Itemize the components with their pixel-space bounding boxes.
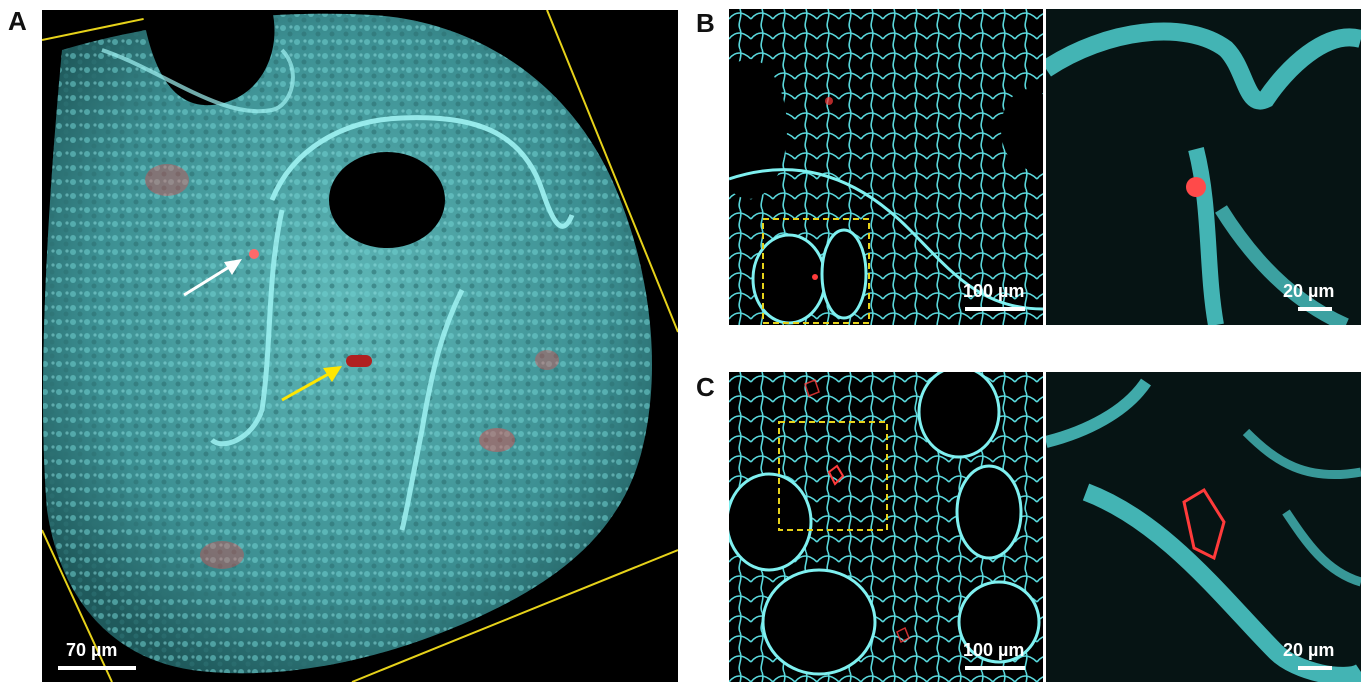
airspace [957, 580, 1041, 664]
tissue-texture [42, 13, 653, 674]
panel-b-zoom-svg [1046, 9, 1361, 325]
vessel-wall-ridge [269, 115, 575, 229]
panel-c-overview: 100 µm [729, 372, 1043, 682]
red-cell-outline [1182, 487, 1226, 561]
airspace [955, 464, 1023, 560]
scalebar-label-b-left: 100 µm [963, 281, 1025, 301]
scalebar-label-b-right: 20 µm [1283, 281, 1335, 301]
scalebar-label-c-left: 100 µm [963, 640, 1025, 660]
red-cell [825, 97, 833, 105]
vessel-wall [1046, 378, 1151, 448]
vessel-wall [729, 168, 1043, 311]
panel-b-overview-svg [729, 9, 1043, 325]
airspace [820, 228, 868, 320]
bounding-box-line [546, 10, 678, 333]
scalebar-a [58, 666, 136, 670]
red-cell [1186, 177, 1206, 197]
vessel-wall-ridge [210, 209, 285, 447]
airspace [729, 59, 787, 199]
scalebar-c-left [965, 666, 1025, 670]
void-region [602, 30, 678, 310]
panel-a-3d-render: 70 µm [42, 10, 678, 682]
red-marker-region [479, 428, 515, 452]
white-arrow [183, 262, 235, 297]
airspace [917, 372, 1001, 459]
panel-c-zoom: 20 µm [1046, 372, 1361, 682]
panel-a-render-svg [42, 10, 678, 682]
airspace [761, 568, 877, 676]
vessel-wall-ridge [399, 288, 465, 531]
red-marker-region [145, 164, 189, 196]
scalebar-c-right [1298, 666, 1332, 670]
zoom-region-box [762, 218, 870, 324]
vessel-wall [1082, 483, 1361, 682]
bounding-box-line [351, 549, 678, 682]
airspace [1001, 89, 1043, 169]
red-marker-region [535, 350, 559, 370]
panel-label-b: B [696, 8, 715, 38]
scalebar-label-a: 70 µm [66, 640, 118, 660]
red-cell-outline [804, 379, 820, 397]
vessel-wall [1188, 147, 1224, 325]
vessel-wall [1282, 509, 1361, 587]
airspace [729, 472, 813, 572]
red-cell-elongated [346, 355, 372, 367]
scalebar-label-c-right: 20 µm [1283, 640, 1335, 660]
vessel-wall [1046, 22, 1361, 110]
zoom-region-box [778, 421, 888, 531]
red-cell-outline [896, 626, 910, 644]
scalebar-b-right [1298, 307, 1332, 311]
vessel-wall [1242, 428, 1361, 480]
vessel-wall [1215, 205, 1349, 325]
red-cell-round [249, 249, 259, 259]
red-cell [812, 274, 818, 280]
yellow-arrow-head [323, 366, 342, 382]
red-cell-outline [827, 464, 845, 486]
vessel-wall-ridge [101, 48, 295, 114]
panel-b-overview: 100 µm [729, 9, 1043, 325]
panel-c-zoom-svg [1046, 372, 1361, 682]
bounding-box-line [42, 529, 113, 682]
panel-label-a: A [8, 6, 27, 36]
panel-c-overview-svg [729, 372, 1043, 682]
white-arrow-head [224, 259, 242, 275]
red-marker-region [200, 541, 244, 569]
panel-b-zoom: 20 µm [1046, 9, 1361, 325]
yellow-arrow [281, 370, 333, 402]
scalebar-b-left [965, 307, 1025, 311]
vessel-lumen [329, 152, 445, 248]
panel-label-c: C [696, 372, 715, 402]
